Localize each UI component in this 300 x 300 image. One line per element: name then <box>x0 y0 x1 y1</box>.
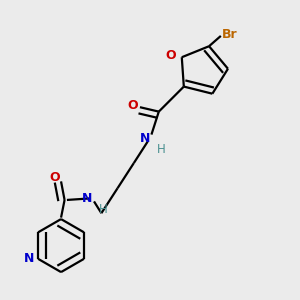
Text: H: H <box>99 203 108 216</box>
Text: N: N <box>140 132 150 145</box>
Text: O: O <box>166 49 176 62</box>
Text: H: H <box>156 143 165 156</box>
Text: N: N <box>82 192 92 205</box>
Text: O: O <box>127 99 138 112</box>
Text: N: N <box>24 252 34 265</box>
Text: Br: Br <box>222 28 238 41</box>
Text: O: O <box>50 171 60 184</box>
